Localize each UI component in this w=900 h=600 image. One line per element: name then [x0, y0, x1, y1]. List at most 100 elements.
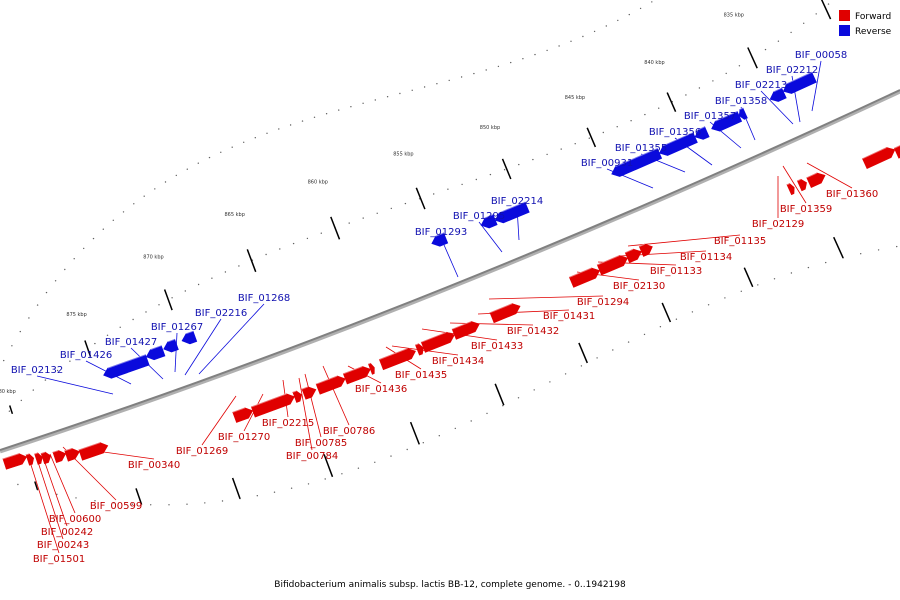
tick-dot — [473, 72, 475, 75]
gene-label-bif-01269[interactable]: BIF_01269 — [176, 446, 228, 457]
tick-dot — [341, 473, 343, 475]
gene-label-bif-01355[interactable]: BIF_01355 — [615, 143, 667, 154]
tick-dot — [616, 126, 618, 128]
gene-label-bif-01435[interactable]: BIF_01435 — [395, 370, 447, 381]
tick-dot — [574, 143, 576, 145]
forward-gene-arrow — [786, 183, 795, 196]
gene-label-bif-02130[interactable]: BIF_02130 — [613, 281, 665, 292]
gene-label-bif-01432[interactable]: BIF_01432 — [507, 326, 559, 337]
tick-dot — [707, 304, 710, 306]
legend-reverse-swatch — [839, 25, 850, 36]
gene-label-bif-01433[interactable]: BIF_01433 — [471, 341, 523, 352]
leader-line-bif-01360 — [806, 162, 853, 189]
leader-line-bif-01295 — [478, 221, 503, 253]
gene-label-bif-01427[interactable]: BIF_01427 — [105, 337, 157, 348]
gene-label-bif-00784[interactable]: BIF_00784 — [286, 451, 338, 462]
gene-arrow-highlight — [806, 172, 818, 179]
gene-label-bif-01295[interactable]: BIF_01295 — [453, 211, 505, 222]
gene-label-bif-02214[interactable]: BIF_02214 — [491, 196, 543, 207]
gene-label-bif-01270[interactable]: BIF_01270 — [218, 432, 270, 443]
gene-label-bif-01436[interactable]: BIF_01436 — [355, 384, 407, 395]
gene-label-bif-00785[interactable]: BIF_00785 — [295, 438, 347, 449]
tick-dot — [184, 290, 186, 292]
tick-dot — [588, 137, 590, 139]
forward-gene-arrow — [315, 375, 346, 395]
gene-arrow-highlight — [489, 303, 513, 314]
gene-label-bif-01359[interactable]: BIF_01359 — [780, 204, 832, 215]
legend-reverse-label: Reverse — [855, 27, 892, 37]
gene-label-bif-02215[interactable]: BIF_02215 — [262, 418, 314, 429]
tick-dot — [404, 202, 407, 205]
leader-line-bif-01269 — [201, 395, 237, 446]
gene-label-bif-01434[interactable]: BIF_01434 — [432, 356, 484, 367]
genome-axis — [0, 89, 900, 454]
tick-dot — [546, 49, 548, 52]
gene-label-bif-01293[interactable]: BIF_01293 — [415, 227, 467, 238]
gene-arrow-highlight — [150, 345, 162, 351]
gene-arrow-highlight — [638, 243, 645, 247]
gene-label-bif-01501[interactable]: BIF_01501 — [33, 554, 85, 565]
major-tick-mark-lower — [578, 342, 588, 364]
tick-dot — [475, 178, 477, 181]
gene-arrow-highlight — [498, 201, 526, 214]
gene-label-bif-01357[interactable]: BIF_01357 — [684, 111, 736, 122]
major-tick-mark — [84, 340, 92, 357]
leader-line-bif-01135 — [627, 234, 741, 247]
tick-dot — [827, 3, 830, 5]
tick-dot — [175, 174, 177, 177]
tick-dot — [119, 326, 121, 328]
reverse-gene-arrow — [103, 354, 150, 379]
gene-label-bif-01133[interactable]: BIF_01133 — [650, 266, 702, 277]
tick-dot — [94, 342, 96, 345]
tick-dot — [896, 245, 898, 248]
gene-label-bif-00600[interactable]: BIF_00600 — [49, 514, 101, 525]
gene-label-bif-01431[interactable]: BIF_01431 — [543, 311, 595, 322]
gene-label-bif-00931[interactable]: BIF_00931 — [581, 158, 633, 169]
tick-dot — [32, 389, 34, 391]
tick-dot — [289, 124, 292, 126]
tick-dot — [803, 22, 805, 24]
gene-label-bif-02132[interactable]: BIF_02132 — [11, 365, 63, 376]
tick-dot — [221, 500, 224, 502]
tick-dot — [617, 19, 619, 22]
gene-label-bif-02213[interactable]: BIF_02213 — [735, 80, 787, 91]
gene-label-bif-00599[interactable]: BIF_00599 — [90, 501, 142, 512]
gene-label-bif-01358[interactable]: BIF_01358 — [715, 96, 767, 107]
gene-label-bif-00243[interactable]: BIF_00243 — [37, 540, 89, 551]
tick-dot — [724, 297, 726, 299]
gene-arrow-highlight — [615, 147, 658, 167]
gene-label-bif-01360[interactable]: BIF_01360 — [826, 189, 878, 200]
tick-dot — [69, 360, 71, 362]
tick-dot — [8, 410, 11, 412]
gene-label-bif-01294[interactable]: BIF_01294 — [577, 297, 629, 308]
gene-label-bif-02212[interactable]: BIF_02212 — [766, 65, 818, 76]
gene-label-bif-00786[interactable]: BIF_00786 — [323, 426, 375, 437]
tick-dot — [698, 87, 701, 89]
gene-label-bif-01134[interactable]: BIF_01134 — [680, 252, 732, 263]
gene-label-bif-01426[interactable]: BIF_01426 — [60, 350, 112, 361]
gene-label-bif-01135[interactable]: BIF_01135 — [714, 236, 766, 247]
gene-label-bif-02216[interactable]: BIF_02216 — [195, 308, 247, 319]
forward-gene-arrow — [342, 366, 371, 385]
tick-dot — [691, 311, 694, 313]
tick-dot — [712, 80, 714, 82]
gene-label-bif-01268[interactable]: BIF_01268 — [238, 293, 290, 304]
tick-dot — [546, 153, 548, 156]
tick-dot — [154, 188, 156, 190]
leader-line-bif-00786 — [322, 365, 350, 426]
tick-dot — [454, 427, 456, 430]
tick-dot — [204, 502, 206, 504]
gene-label-bif-00340[interactable]: BIF_00340 — [128, 460, 180, 471]
tick-dot — [11, 345, 13, 347]
tick-dot — [517, 397, 520, 399]
forward-gene-arrow — [368, 362, 375, 375]
gene-label-bif-01267[interactable]: BIF_01267 — [151, 322, 203, 333]
gene-label-bif-02129[interactable]: BIF_02129 — [752, 219, 804, 230]
gene-label-bif-00058[interactable]: BIF_00058 — [795, 50, 847, 61]
reverse-gene-arrow — [494, 201, 530, 224]
gene-label-bif-00242[interactable]: BIF_00242 — [41, 527, 93, 538]
gene-label-bif-01356[interactable]: BIF_01356 — [649, 127, 701, 138]
tick-dot — [186, 503, 188, 505]
tick-dot — [815, 13, 817, 15]
axis-shadow — [0, 89, 900, 454]
